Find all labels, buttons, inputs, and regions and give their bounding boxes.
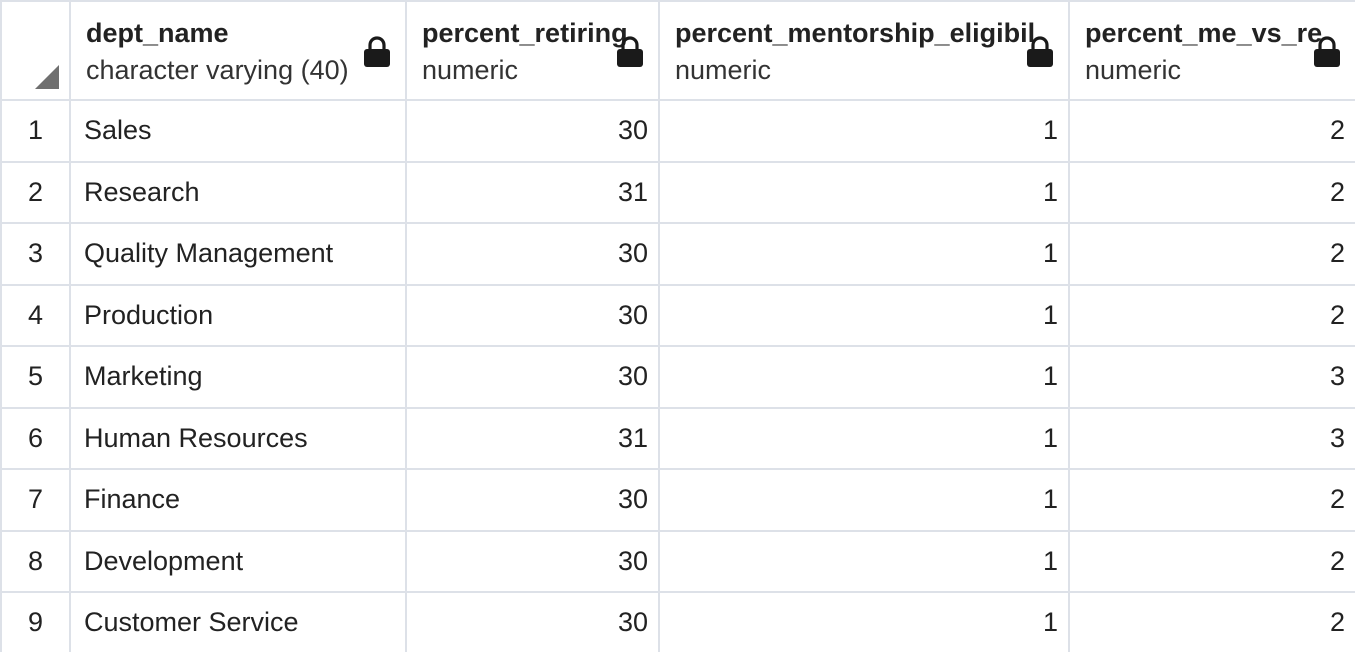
cell-percent-me-vs-re[interactable]: 2 bbox=[1068, 99, 1355, 163]
cell-dept-name[interactable]: Research bbox=[69, 160, 407, 224]
cell-dept-name[interactable]: Sales bbox=[69, 99, 407, 163]
table-row: 7 Finance 30 1 2 bbox=[0, 468, 1355, 532]
column-type: numeric bbox=[675, 55, 772, 85]
column-type: numeric bbox=[422, 55, 519, 85]
table-row: 5 Marketing 30 1 3 bbox=[0, 345, 1355, 409]
cell-percent-mentorship-eligible[interactable]: 1 bbox=[658, 529, 1070, 593]
row-number[interactable]: 8 bbox=[0, 529, 71, 593]
row-number[interactable]: 6 bbox=[0, 406, 71, 470]
lock-icon bbox=[364, 36, 390, 67]
column-name: percent_mentorship_eligibil bbox=[675, 18, 1036, 48]
column-header-percent-me-vs-re[interactable]: percent_me_vs_re numeric bbox=[1068, 0, 1355, 101]
cell-dept-name[interactable]: Human Resources bbox=[69, 406, 407, 470]
cell-percent-retiring[interactable]: 30 bbox=[405, 283, 660, 347]
cell-percent-mentorship-eligible[interactable]: 1 bbox=[658, 160, 1070, 224]
column-name: percent_retiring bbox=[422, 18, 628, 48]
header-row: dept_name character varying (40) percent… bbox=[0, 0, 1355, 101]
cell-percent-mentorship-eligible[interactable]: 1 bbox=[658, 591, 1070, 652]
cell-percent-mentorship-eligible[interactable]: 1 bbox=[658, 345, 1070, 409]
table-row: 4 Production 30 1 2 bbox=[0, 283, 1355, 347]
lock-icon bbox=[617, 36, 643, 67]
row-number[interactable]: 2 bbox=[0, 160, 71, 224]
select-all-triangle-icon bbox=[35, 65, 59, 89]
cell-dept-name[interactable]: Marketing bbox=[69, 345, 407, 409]
cell-percent-me-vs-re[interactable]: 3 bbox=[1068, 345, 1355, 409]
table-row: 6 Human Resources 31 1 3 bbox=[0, 406, 1355, 470]
cell-percent-retiring[interactable]: 30 bbox=[405, 468, 660, 532]
cell-percent-mentorship-eligible[interactable]: 1 bbox=[658, 222, 1070, 286]
column-header-percent-mentorship-eligible[interactable]: percent_mentorship_eligibil numeric bbox=[658, 0, 1070, 101]
cell-percent-me-vs-re[interactable]: 2 bbox=[1068, 222, 1355, 286]
cell-percent-retiring[interactable]: 30 bbox=[405, 591, 660, 652]
table-row: 2 Research 31 1 2 bbox=[0, 160, 1355, 224]
table-row: 3 Quality Management 30 1 2 bbox=[0, 222, 1355, 286]
column-name: percent_me_vs_re bbox=[1085, 18, 1323, 48]
cell-dept-name[interactable]: Production bbox=[69, 283, 407, 347]
table-row: 8 Development 30 1 2 bbox=[0, 529, 1355, 593]
cell-percent-retiring[interactable]: 31 bbox=[405, 406, 660, 470]
cell-percent-me-vs-re[interactable]: 2 bbox=[1068, 283, 1355, 347]
table-row: 9 Customer Service 30 1 2 bbox=[0, 591, 1355, 652]
cell-dept-name[interactable]: Quality Management bbox=[69, 222, 407, 286]
cell-dept-name[interactable]: Customer Service bbox=[69, 591, 407, 652]
cell-percent-retiring[interactable]: 31 bbox=[405, 160, 660, 224]
cell-dept-name[interactable]: Development bbox=[69, 529, 407, 593]
column-header-dept-name[interactable]: dept_name character varying (40) bbox=[69, 0, 407, 101]
row-number[interactable]: 9 bbox=[0, 591, 71, 652]
lock-icon bbox=[1027, 36, 1053, 67]
cell-percent-me-vs-re[interactable]: 2 bbox=[1068, 160, 1355, 224]
cell-dept-name[interactable]: Finance bbox=[69, 468, 407, 532]
cell-percent-mentorship-eligible[interactable]: 1 bbox=[658, 468, 1070, 532]
cell-percent-mentorship-eligible[interactable]: 1 bbox=[658, 283, 1070, 347]
cell-percent-me-vs-re[interactable]: 2 bbox=[1068, 529, 1355, 593]
cell-percent-me-vs-re[interactable]: 3 bbox=[1068, 406, 1355, 470]
table-row: 1 Sales 30 1 2 bbox=[0, 99, 1355, 163]
cell-percent-me-vs-re[interactable]: 2 bbox=[1068, 468, 1355, 532]
cell-percent-retiring[interactable]: 30 bbox=[405, 99, 660, 163]
select-all-corner[interactable] bbox=[0, 0, 71, 101]
cell-percent-retiring[interactable]: 30 bbox=[405, 222, 660, 286]
row-number[interactable]: 1 bbox=[0, 99, 71, 163]
cell-percent-mentorship-eligible[interactable]: 1 bbox=[658, 406, 1070, 470]
cell-percent-retiring[interactable]: 30 bbox=[405, 529, 660, 593]
column-type: numeric bbox=[1085, 55, 1182, 85]
cell-percent-me-vs-re[interactable]: 2 bbox=[1068, 591, 1355, 652]
row-number[interactable]: 5 bbox=[0, 345, 71, 409]
cell-percent-retiring[interactable]: 30 bbox=[405, 345, 660, 409]
cell-percent-mentorship-eligible[interactable]: 1 bbox=[658, 99, 1070, 163]
column-type: character varying (40) bbox=[86, 55, 349, 85]
column-name: dept_name bbox=[86, 18, 229, 48]
row-number[interactable]: 7 bbox=[0, 468, 71, 532]
row-number[interactable]: 3 bbox=[0, 222, 71, 286]
column-header-percent-retiring[interactable]: percent_retiring numeric bbox=[405, 0, 660, 101]
row-number[interactable]: 4 bbox=[0, 283, 71, 347]
lock-icon bbox=[1314, 36, 1340, 67]
